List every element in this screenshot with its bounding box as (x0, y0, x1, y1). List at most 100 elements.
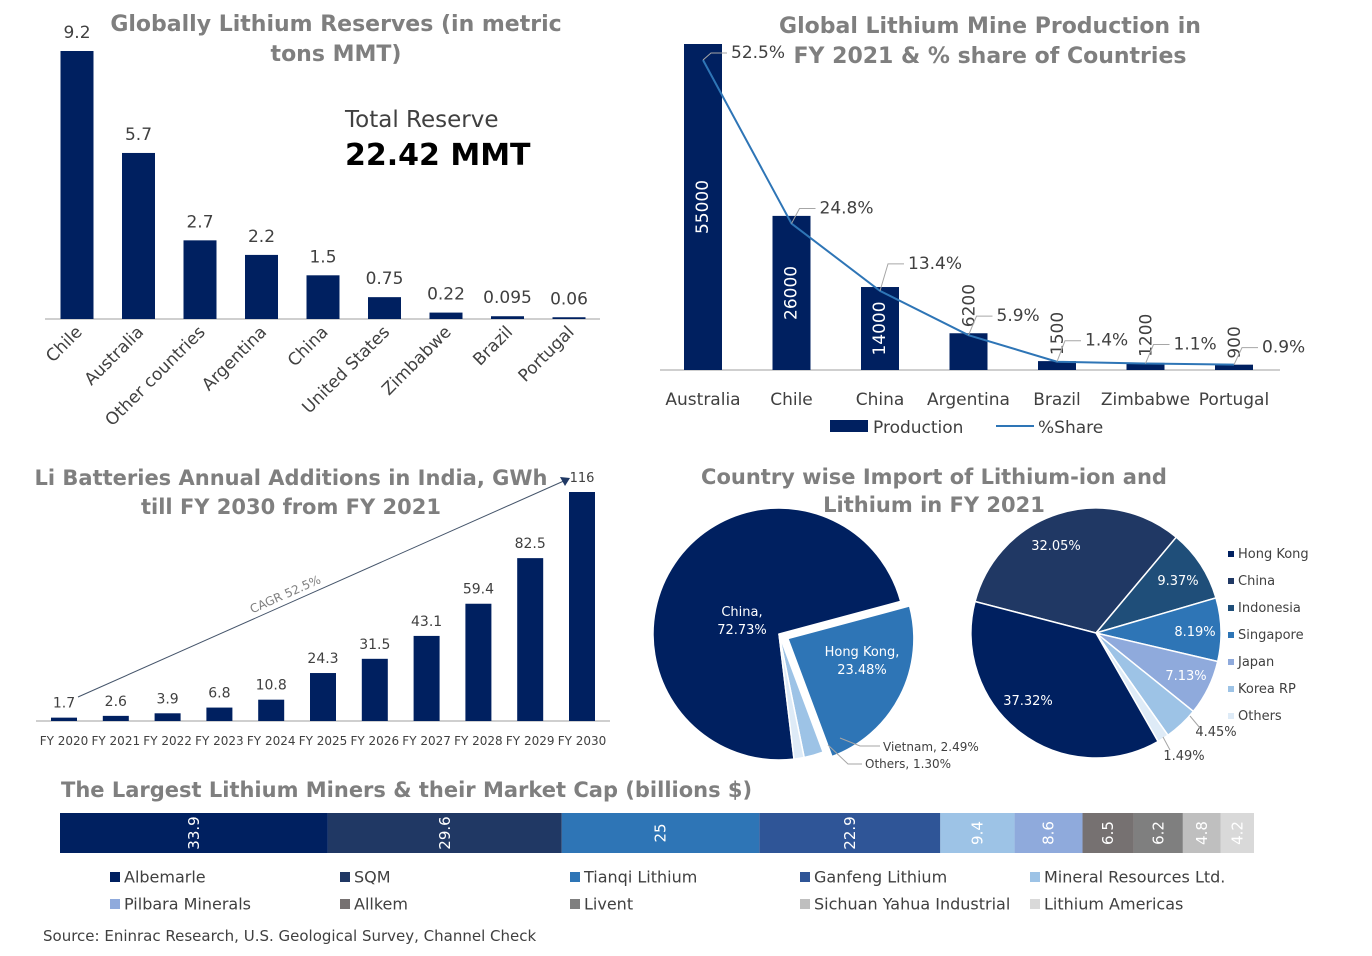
reserves-data-label: 0.06 (550, 289, 588, 309)
production-category-label: China (856, 390, 905, 410)
batteries-data-label: 10.8 (256, 678, 287, 694)
pie-slice (778, 633, 806, 760)
pie-b-label: 32.05% (1031, 539, 1081, 554)
batteries-category-label: FY 2028 (454, 734, 503, 748)
miner-segment (1082, 813, 1134, 853)
batteries-bar (361, 658, 388, 721)
batteries-data-label: 43.1 (411, 614, 442, 630)
production-data-label: 6200 (960, 284, 980, 327)
imports-chart: Country wise Import of Lithium-ion and Li… (652, 465, 1309, 771)
pie-legend-swatch (1228, 578, 1234, 584)
imports-title-line: Lithium in FY 2021 (823, 493, 1045, 517)
batteries-data-label: 31.5 (359, 637, 390, 653)
batteries-category-label: FY 2023 (195, 734, 244, 748)
batteries-category-label: FY 2020 (40, 734, 89, 748)
share-data-label: 24.8% (820, 199, 874, 219)
production-data-label: 26000 (782, 266, 802, 320)
miner-value-label: 4.8 (1193, 821, 1211, 845)
pie-legend-label: Singapore (1238, 628, 1304, 643)
reserves-data-label: 2.7 (186, 212, 213, 232)
pie-b-label: 8.19% (1174, 625, 1215, 640)
batteries-bar (310, 673, 336, 721)
miner-legend-label: Ganfeng Lithium (814, 868, 947, 887)
pie-legend-label: Indonesia (1238, 601, 1301, 616)
miner-legend-swatch (570, 899, 580, 909)
miner-value-label: 29.6 (436, 816, 454, 849)
pie-a-label: Vietnam, 2.49% (883, 740, 979, 754)
pie-a-label: Hong Kong, (825, 645, 900, 660)
batteries-bar (465, 603, 492, 721)
miner-legend-label: Lithium Americas (1044, 895, 1183, 914)
miner-legend-swatch (340, 899, 350, 909)
reserves-category-label: Argentina (198, 322, 271, 395)
production-category-label: Australia (665, 390, 740, 410)
pie-b-label: 4.45% (1195, 725, 1236, 740)
pie-legend-swatch (1228, 686, 1234, 692)
miner-value-label: 4.2 (1228, 821, 1246, 845)
miner-value-label: 22.9 (841, 816, 859, 849)
legend-production-label: Production (873, 418, 963, 438)
reserves-data-label: 2.2 (248, 227, 275, 247)
batteries-data-label: 82.5 (515, 536, 546, 552)
batteries-category-label: FY 2022 (143, 734, 192, 748)
batteries-bar (413, 635, 440, 721)
share-leader-line (702, 52, 727, 61)
pie-legend-label: Japan (1237, 655, 1274, 670)
miner-segment (1133, 813, 1183, 853)
reserves-bar (429, 312, 463, 319)
batteries-category-label: FY 2025 (299, 734, 348, 748)
reserves-category-label: Brazil (469, 322, 517, 370)
pie-slice (652, 507, 902, 761)
share-data-label: 1.4% (1085, 331, 1128, 351)
share-leader-line (1056, 340, 1081, 362)
batteries-bar (51, 717, 77, 721)
production-data-label: 1500 (1048, 312, 1068, 355)
production-data-label: 14000 (870, 301, 890, 355)
batteries-bar (154, 713, 181, 721)
share-leader-line (968, 315, 993, 336)
miner-legend-label: Tianqi Lithium (583, 868, 697, 887)
pie-a-label: Others, 1.30% (865, 757, 951, 771)
cagr-label: CAGR 52.5% (248, 573, 323, 617)
miner-legend-swatch (570, 872, 580, 882)
miner-legend-label: SQM (354, 868, 391, 887)
reserves-data-label: 0.22 (427, 285, 465, 305)
batteries-title-line: Li Batteries Annual Additions in India, … (35, 466, 548, 490)
batteries-category-label: FY 2026 (351, 734, 400, 748)
reserves-bar (552, 317, 586, 319)
miner-legend-label: Livent (584, 895, 633, 914)
reserves-bar (183, 240, 217, 319)
batteries-data-label: 3.9 (156, 691, 178, 707)
production-chart: Global Lithium Mine Production in FY 2021… (660, 14, 1305, 438)
pie-a-leader (839, 737, 880, 747)
pie-legend-swatch (1228, 713, 1234, 719)
batteries-category-label: FY 2027 (402, 734, 451, 748)
miner-value-label: 33.9 (185, 816, 203, 849)
reserves-bar (306, 275, 340, 319)
pie-slice (974, 507, 1178, 634)
miner-legend-swatch (800, 899, 810, 909)
pie-b-label: 1.49% (1163, 749, 1204, 764)
batteries-category-label: FY 2024 (247, 734, 296, 748)
reserves-bar (368, 297, 401, 319)
reserves-data-label: 9.2 (63, 23, 90, 43)
pie-legend-swatch (1228, 551, 1234, 557)
pie-b-leader (1189, 715, 1201, 729)
production-bar (1126, 362, 1165, 370)
production-bar (1215, 364, 1253, 370)
batteries-title-line: till FY 2030 from FY 2021 (141, 495, 441, 519)
batteries-data-label: 6.8 (208, 686, 230, 702)
batteries-data-label: 116 (570, 471, 595, 486)
production-category-label: Zimbabwe (1101, 390, 1190, 410)
miner-legend-swatch (800, 872, 810, 882)
miner-segment (940, 813, 1015, 853)
reserves-category-label: Chile (42, 322, 86, 366)
pie-b-label: 37.32% (1003, 694, 1053, 709)
miner-segment (1220, 813, 1254, 853)
miner-value-label: 6.5 (1099, 821, 1117, 845)
reserves-bar (245, 254, 278, 319)
production-bar (684, 44, 722, 370)
batteries-category-label: FY 2021 (92, 734, 141, 748)
miner-legend-swatch (110, 872, 120, 882)
